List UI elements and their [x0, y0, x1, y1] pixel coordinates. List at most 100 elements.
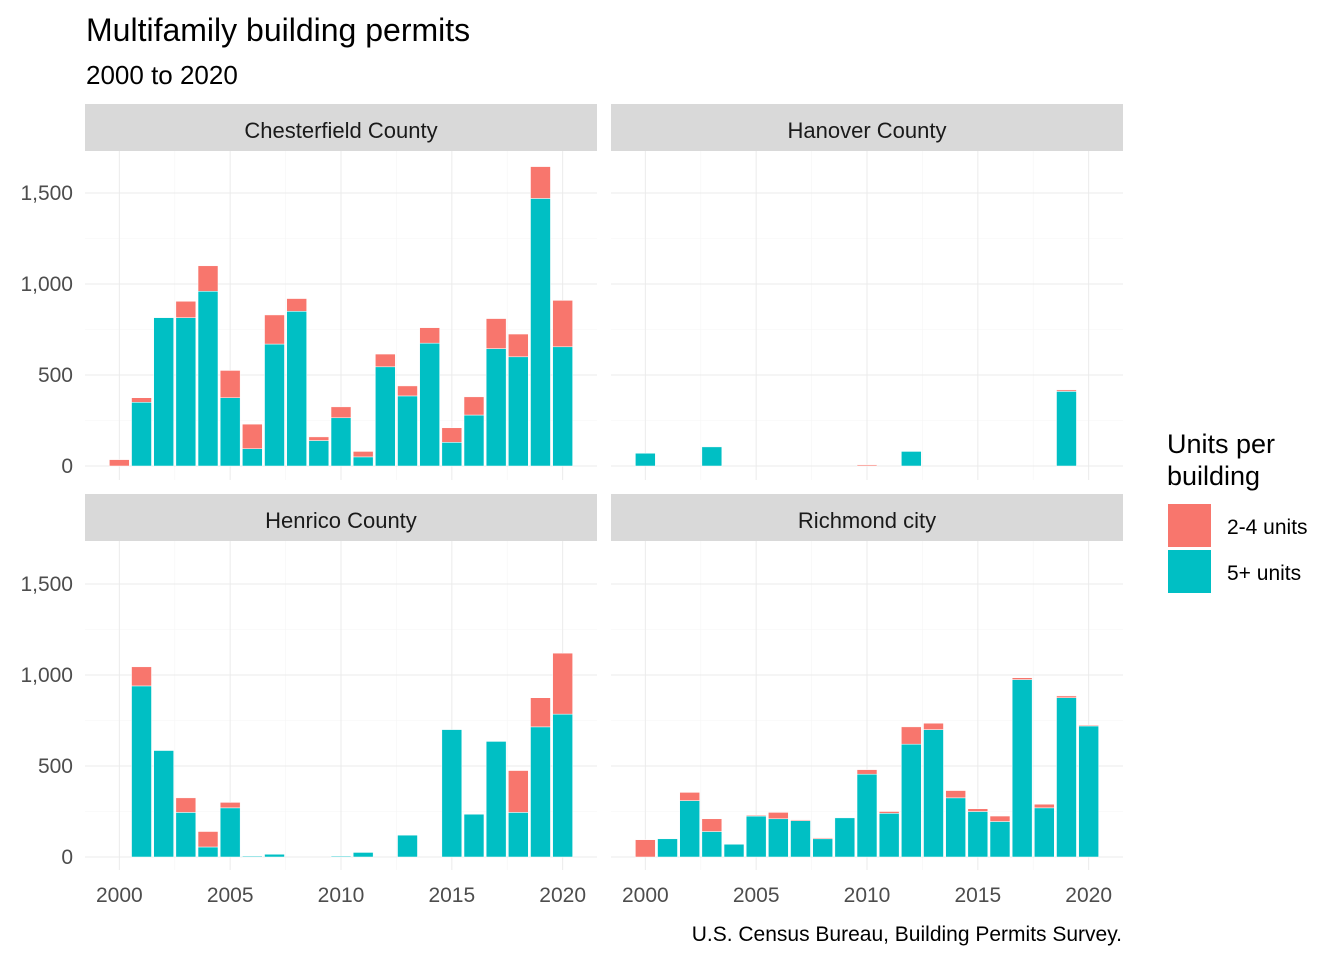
bar-richmond-city-2006-2-4-units — [768, 812, 789, 820]
bar-richmond-city-2010-2-4-units — [856, 769, 878, 775]
bar-chesterfield-county-2009-5plus-units — [308, 440, 330, 467]
bar-richmond-city-2014-2-4-units — [945, 790, 966, 799]
bar-chesterfield-county-2003-5plus-units — [175, 317, 197, 467]
bar-henrico-county-2013-5plus-units — [397, 834, 418, 858]
bar-chesterfield-county-2009-2-4-units — [308, 436, 330, 441]
bar-richmond-city-2013-5plus-units — [923, 729, 944, 858]
bar-richmond-city-2019-2-4-units — [1056, 695, 1077, 698]
bar-chesterfield-county-2003-2-4-units — [175, 301, 197, 318]
x-tick-label: 2020 — [1065, 884, 1112, 907]
bar-richmond-city-2008-5plus-units — [812, 838, 833, 858]
bar-chesterfield-county-2005-2-4-units — [219, 370, 241, 399]
x-tick-label: 2000 — [96, 884, 143, 907]
bar-chesterfield-county-2018-2-4-units — [508, 333, 529, 358]
facet-richmond-city: Richmond city 2000 2005 2010 2015 2020 — [611, 494, 1123, 907]
bar-richmond-city-2012-5plus-units — [901, 743, 922, 858]
y-tick-label: 500 — [38, 364, 73, 387]
bar-chesterfield-county-2007-2-4-units — [264, 314, 285, 345]
bar-chesterfield-county-2017-5plus-units — [485, 348, 507, 467]
bar-chesterfield-county-2019-5plus-units — [530, 198, 551, 467]
y-tick-label: 1,500 — [20, 573, 73, 596]
bar-richmond-city-2003-2-4-units — [701, 818, 723, 832]
bar-henrico-county-2004-5plus-units — [197, 846, 219, 858]
y-tick-label: 0 — [61, 455, 73, 478]
bar-richmond-city-2000-2-4-units — [635, 839, 656, 858]
bar-chesterfield-county-2016-2-4-units — [463, 396, 485, 416]
bar-chesterfield-county-2006-5plus-units — [242, 448, 263, 467]
bar-henrico-county-2016-5plus-units — [463, 813, 485, 858]
bar-richmond-city-2016-2-4-units — [989, 815, 1011, 822]
bar-hanover-county-2019-5plus-units — [1056, 391, 1077, 467]
bar-richmond-city-2013-2-4-units — [923, 722, 944, 730]
chart-caption: U.S. Census Bureau, Building Permits Sur… — [692, 923, 1122, 946]
facet-strip — [85, 494, 597, 541]
y-tick-label: 500 — [38, 755, 73, 778]
x-tick-label: 2010 — [844, 884, 891, 907]
bar-chesterfield-county-2017-2-4-units — [485, 318, 507, 349]
bar-chesterfield-county-2020-2-4-units — [552, 300, 573, 348]
x-tick-label: 2010 — [318, 884, 365, 907]
bar-richmond-city-2019-5plus-units — [1056, 697, 1077, 858]
bar-richmond-city-2018-2-4-units — [1034, 803, 1055, 809]
legend-key-2-4-units — [1168, 504, 1211, 547]
bar-richmond-city-2015-2-4-units — [967, 808, 989, 812]
facet-strip — [85, 104, 597, 151]
bar-richmond-city-2011-2-4-units — [878, 811, 900, 814]
bar-richmond-city-2006-5plus-units — [768, 818, 789, 858]
facet-strip-label: Henrico County — [265, 508, 417, 533]
bar-chesterfield-county-2004-2-4-units — [197, 265, 219, 292]
bar-chesterfield-county-2012-5plus-units — [375, 366, 396, 467]
bar-henrico-county-2003-2-4-units — [175, 797, 197, 813]
bar-chesterfield-county-2007-5plus-units — [264, 343, 285, 467]
bar-richmond-city-2005-2-4-units — [745, 814, 767, 817]
bar-chesterfield-county-2013-2-4-units — [397, 385, 418, 397]
bar-chesterfield-county-2015-5plus-units — [441, 442, 463, 467]
bar-hanover-county-2000-5plus-units — [635, 453, 656, 467]
bar-henrico-county-2019-2-4-units — [530, 697, 551, 728]
x-tick-label: 2005 — [733, 884, 780, 907]
bar-richmond-city-2020-2-4-units — [1078, 724, 1099, 727]
facet-hanover-county: Hanover County — [611, 104, 1123, 480]
bar-richmond-city-2005-5plus-units — [745, 815, 767, 858]
bar-richmond-city-2017-5plus-units — [1011, 679, 1033, 858]
bar-chesterfield-county-2015-2-4-units — [441, 427, 463, 443]
facet-henrico-county: Henrico County 0 500 1,000 1,500 2000 2005 2010… — [20, 494, 597, 907]
bar-chesterfield-county-2010-5plus-units — [330, 417, 352, 467]
x-tick-label: 2015 — [428, 884, 475, 907]
bar-richmond-city-2012-2-4-units — [901, 726, 922, 745]
bar-henrico-county-2006-5plus-units — [242, 855, 263, 858]
bar-richmond-city-2016-5plus-units — [989, 821, 1011, 858]
facet-strip-label: Richmond city — [798, 508, 936, 533]
y-tick-label: 1,000 — [20, 664, 73, 687]
bar-henrico-county-2005-2-4-units — [219, 802, 241, 809]
bar-chesterfield-county-2010-2-4-units — [330, 406, 352, 419]
bar-richmond-city-2003-5plus-units — [701, 831, 723, 858]
bar-henrico-county-2019-5plus-units — [530, 726, 551, 858]
bar-richmond-city-2011-5plus-units — [878, 813, 900, 858]
x-tick-label: 2015 — [954, 884, 1001, 907]
legend-label-2-4-units: 2-4 units — [1227, 516, 1308, 539]
facet-strip — [611, 494, 1123, 541]
bar-henrico-county-2018-2-4-units — [508, 770, 529, 813]
bar-henrico-county-2001-2-4-units — [131, 666, 152, 687]
bar-richmond-city-2002-5plus-units — [679, 800, 700, 858]
bar-chesterfield-county-2001-2-4-units — [131, 397, 152, 403]
bar-richmond-city-2007-5plus-units — [790, 820, 811, 858]
bar-henrico-county-2011-5plus-units — [352, 852, 374, 858]
bar-chesterfield-county-2006-2-4-units — [242, 423, 263, 449]
bar-richmond-city-2002-2-4-units — [679, 792, 700, 801]
bar-richmond-city-2001-5plus-units — [657, 838, 678, 858]
bar-chesterfield-county-2011-2-4-units — [352, 451, 374, 458]
bar-henrico-county-2003-5plus-units — [175, 812, 197, 858]
chart-title: Multifamily building permits — [86, 12, 470, 48]
bar-chesterfield-county-2001-5plus-units — [131, 402, 152, 467]
bar-chesterfield-county-2019-2-4-units — [530, 166, 551, 199]
bar-richmond-city-2010-5plus-units — [856, 773, 878, 858]
bar-henrico-county-2020-5plus-units — [552, 713, 573, 858]
bar-henrico-county-2007-5plus-units — [264, 854, 285, 858]
facet-chesterfield-county: Chesterfield County 0 500 1,000 1,500 — [20, 104, 597, 480]
bar-chesterfield-county-2008-5plus-units — [286, 311, 307, 467]
legend: Units per building 2-4 units 5+ units — [1167, 429, 1308, 593]
bar-richmond-city-2007-2-4-units — [790, 819, 811, 821]
